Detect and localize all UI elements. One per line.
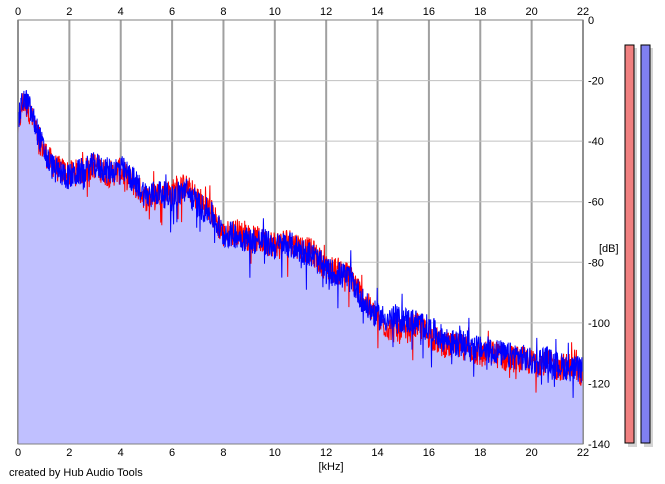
- x-axis-label: [kHz]: [318, 461, 343, 473]
- x-tick-label-bottom: 4: [118, 447, 124, 459]
- level-meter-right-bar: [640, 44, 651, 444]
- y-tick-label: -80: [588, 257, 604, 269]
- x-tick-label-top: 22: [577, 6, 589, 18]
- series-right-channel: [17, 89, 584, 398]
- x-tick-label-top: 18: [474, 6, 486, 18]
- y-tick-label: 0: [588, 15, 594, 27]
- x-tick-label-top: 14: [371, 6, 383, 18]
- y-tick-labels: 0 -20 -40 -60 -80 -100 -120 -140: [588, 15, 610, 451]
- y-tick-label: -60: [588, 197, 604, 209]
- x-tick-label-top: 10: [269, 6, 281, 18]
- x-tick-label-bottom: 0: [15, 447, 21, 459]
- level-meter-left-bar: [624, 44, 635, 444]
- x-tick-labels-top: 0 2 4 6 8 10 12 14 16 18 20 22: [15, 6, 589, 18]
- x-tick-label-bottom: 10: [269, 447, 281, 459]
- x-tick-label-bottom: 16: [423, 447, 435, 459]
- level-meter-right: [640, 44, 653, 447]
- x-tick-label-top: 20: [526, 6, 538, 18]
- plot-frame: [17, 19, 584, 445]
- y-tick-label: -40: [588, 136, 604, 148]
- credit-text: created by Hub Audio Tools: [9, 467, 143, 479]
- x-tick-label-top: 2: [66, 6, 72, 18]
- x-tick-label-top: 12: [320, 6, 332, 18]
- y-tick-label: -140: [588, 439, 610, 451]
- x-tick-label-bottom: 12: [320, 447, 332, 459]
- y-tick-label: -20: [588, 76, 604, 88]
- x-tick-label-top: 0: [15, 6, 21, 18]
- x-tick-label-bottom: 18: [474, 447, 486, 459]
- x-tick-label-bottom: 2: [66, 447, 72, 459]
- x-tick-label-bottom: 22: [577, 447, 589, 459]
- x-tick-label-top: 16: [423, 6, 435, 18]
- x-tick-label-bottom: 14: [371, 447, 383, 459]
- x-tick-label-top: 4: [118, 6, 124, 18]
- level-meter-left: [624, 44, 637, 447]
- y-axis-label: [dB]: [599, 243, 619, 255]
- x-tick-label-bottom: 20: [526, 447, 538, 459]
- x-tick-labels-bottom: 0 2 4 6 8 10 12 14 16 18 20 22: [15, 447, 589, 459]
- x-tick-label-top: 8: [220, 6, 226, 18]
- x-tick-label-bottom: 8: [220, 447, 226, 459]
- y-tick-label: -120: [588, 378, 610, 390]
- x-tick-label-top: 6: [169, 6, 175, 18]
- x-tick-label-bottom: 6: [169, 447, 175, 459]
- y-tick-label: -100: [588, 318, 610, 330]
